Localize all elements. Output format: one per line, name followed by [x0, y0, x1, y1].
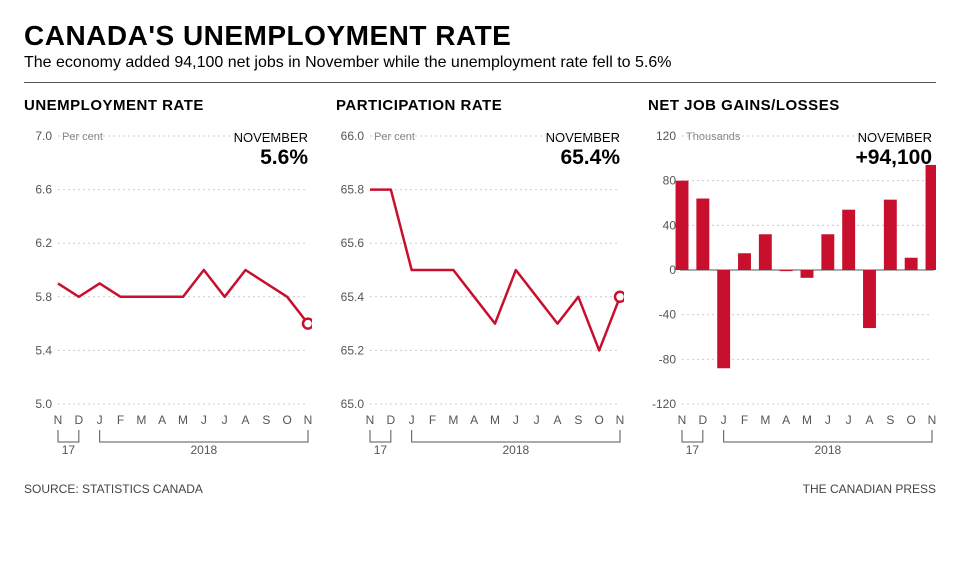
svg-text:A: A — [553, 413, 561, 427]
svg-text:65.0: 65.0 — [341, 397, 365, 411]
svg-text:A: A — [470, 413, 478, 427]
jobgains-panel: NET JOB GAINS/LOSSES NOVEMBER +94,100 -1… — [648, 97, 936, 464]
svg-text:A: A — [158, 413, 166, 427]
svg-text:N: N — [304, 413, 312, 427]
svg-text:O: O — [594, 413, 603, 427]
svg-text:A: A — [782, 413, 790, 427]
main-title: CANADA'S UNEMPLOYMENT RATE — [24, 20, 936, 52]
svg-text:J: J — [201, 413, 207, 427]
svg-text:M: M — [490, 413, 500, 427]
svg-text:0: 0 — [669, 263, 676, 277]
svg-text:J: J — [409, 413, 415, 427]
participation-panel: PARTICIPATION RATE NOVEMBER 65.4% 65.065… — [336, 97, 624, 464]
svg-text:6.2: 6.2 — [35, 236, 52, 250]
svg-text:2018: 2018 — [190, 443, 217, 457]
svg-text:J: J — [222, 413, 228, 427]
svg-text:F: F — [117, 413, 124, 427]
svg-text:F: F — [429, 413, 436, 427]
header-divider — [24, 82, 936, 83]
svg-text:17: 17 — [62, 443, 76, 457]
footer: SOURCE: STATISTICS CANADA THE CANADIAN P… — [24, 482, 936, 496]
svg-text:S: S — [574, 413, 582, 427]
svg-text:65.6: 65.6 — [341, 236, 365, 250]
svg-text:17: 17 — [686, 443, 700, 457]
svg-text:-80: -80 — [659, 352, 677, 366]
svg-text:2018: 2018 — [502, 443, 529, 457]
svg-text:5.8: 5.8 — [35, 290, 52, 304]
source-label: SOURCE: STATISTICS CANADA — [24, 482, 203, 496]
svg-text:7.0: 7.0 — [35, 129, 52, 143]
svg-text:M: M — [448, 413, 458, 427]
svg-text:65.8: 65.8 — [341, 183, 365, 197]
svg-text:66.0: 66.0 — [341, 129, 365, 143]
chart-area: NOVEMBER 65.4% 65.065.265.465.665.866.0P… — [336, 124, 624, 464]
svg-text:N: N — [678, 413, 687, 427]
svg-text:N: N — [366, 413, 375, 427]
panel-title: PARTICIPATION RATE — [336, 97, 624, 114]
svg-text:S: S — [262, 413, 270, 427]
svg-text:J: J — [721, 413, 727, 427]
panel-title: NET JOB GAINS/LOSSES — [648, 97, 936, 114]
svg-text:A: A — [865, 413, 873, 427]
svg-text:J: J — [513, 413, 519, 427]
svg-text:17: 17 — [374, 443, 388, 457]
svg-text:D: D — [698, 413, 707, 427]
svg-text:D: D — [386, 413, 395, 427]
svg-text:65.2: 65.2 — [341, 343, 365, 357]
svg-text:5.0: 5.0 — [35, 397, 52, 411]
svg-text:N: N — [54, 413, 63, 427]
svg-text:40: 40 — [663, 218, 677, 232]
subtitle: The economy added 94,100 net jobs in Nov… — [24, 54, 936, 72]
svg-text:80: 80 — [663, 174, 677, 188]
svg-text:M: M — [136, 413, 146, 427]
svg-text:6.6: 6.6 — [35, 183, 52, 197]
svg-text:Per cent: Per cent — [62, 131, 103, 143]
svg-text:J: J — [825, 413, 831, 427]
svg-text:O: O — [906, 413, 915, 427]
svg-text:M: M — [802, 413, 812, 427]
chart-panels-container: UNEMPLOYMENT RATE NOVEMBER 5.6% 5.05.45.… — [24, 97, 936, 464]
unemployment-panel: UNEMPLOYMENT RATE NOVEMBER 5.6% 5.05.45.… — [24, 97, 312, 464]
svg-text:J: J — [534, 413, 540, 427]
svg-text:N: N — [928, 413, 936, 427]
svg-text:M: M — [178, 413, 188, 427]
svg-text:A: A — [241, 413, 249, 427]
svg-text:D: D — [74, 413, 83, 427]
svg-text:65.4: 65.4 — [341, 290, 365, 304]
svg-text:F: F — [741, 413, 748, 427]
svg-text:5.4: 5.4 — [35, 343, 52, 357]
svg-text:J: J — [97, 413, 103, 427]
panel-title: UNEMPLOYMENT RATE — [24, 97, 312, 114]
svg-text:S: S — [886, 413, 894, 427]
svg-text:120: 120 — [656, 129, 676, 143]
svg-text:Thousands: Thousands — [686, 131, 741, 143]
chart-area: NOVEMBER +94,100 -120-80-4004080120Thous… — [648, 124, 936, 464]
svg-text:N: N — [616, 413, 624, 427]
svg-text:M: M — [760, 413, 770, 427]
svg-text:O: O — [282, 413, 291, 427]
svg-text:J: J — [846, 413, 852, 427]
svg-text:-40: -40 — [659, 308, 677, 322]
svg-text:2018: 2018 — [814, 443, 841, 457]
svg-text:Per cent: Per cent — [374, 131, 415, 143]
credit-label: THE CANADIAN PRESS — [803, 482, 936, 496]
svg-text:-120: -120 — [652, 397, 676, 411]
chart-area: NOVEMBER 5.6% 5.05.45.86.26.67.0Per cent… — [24, 124, 312, 464]
